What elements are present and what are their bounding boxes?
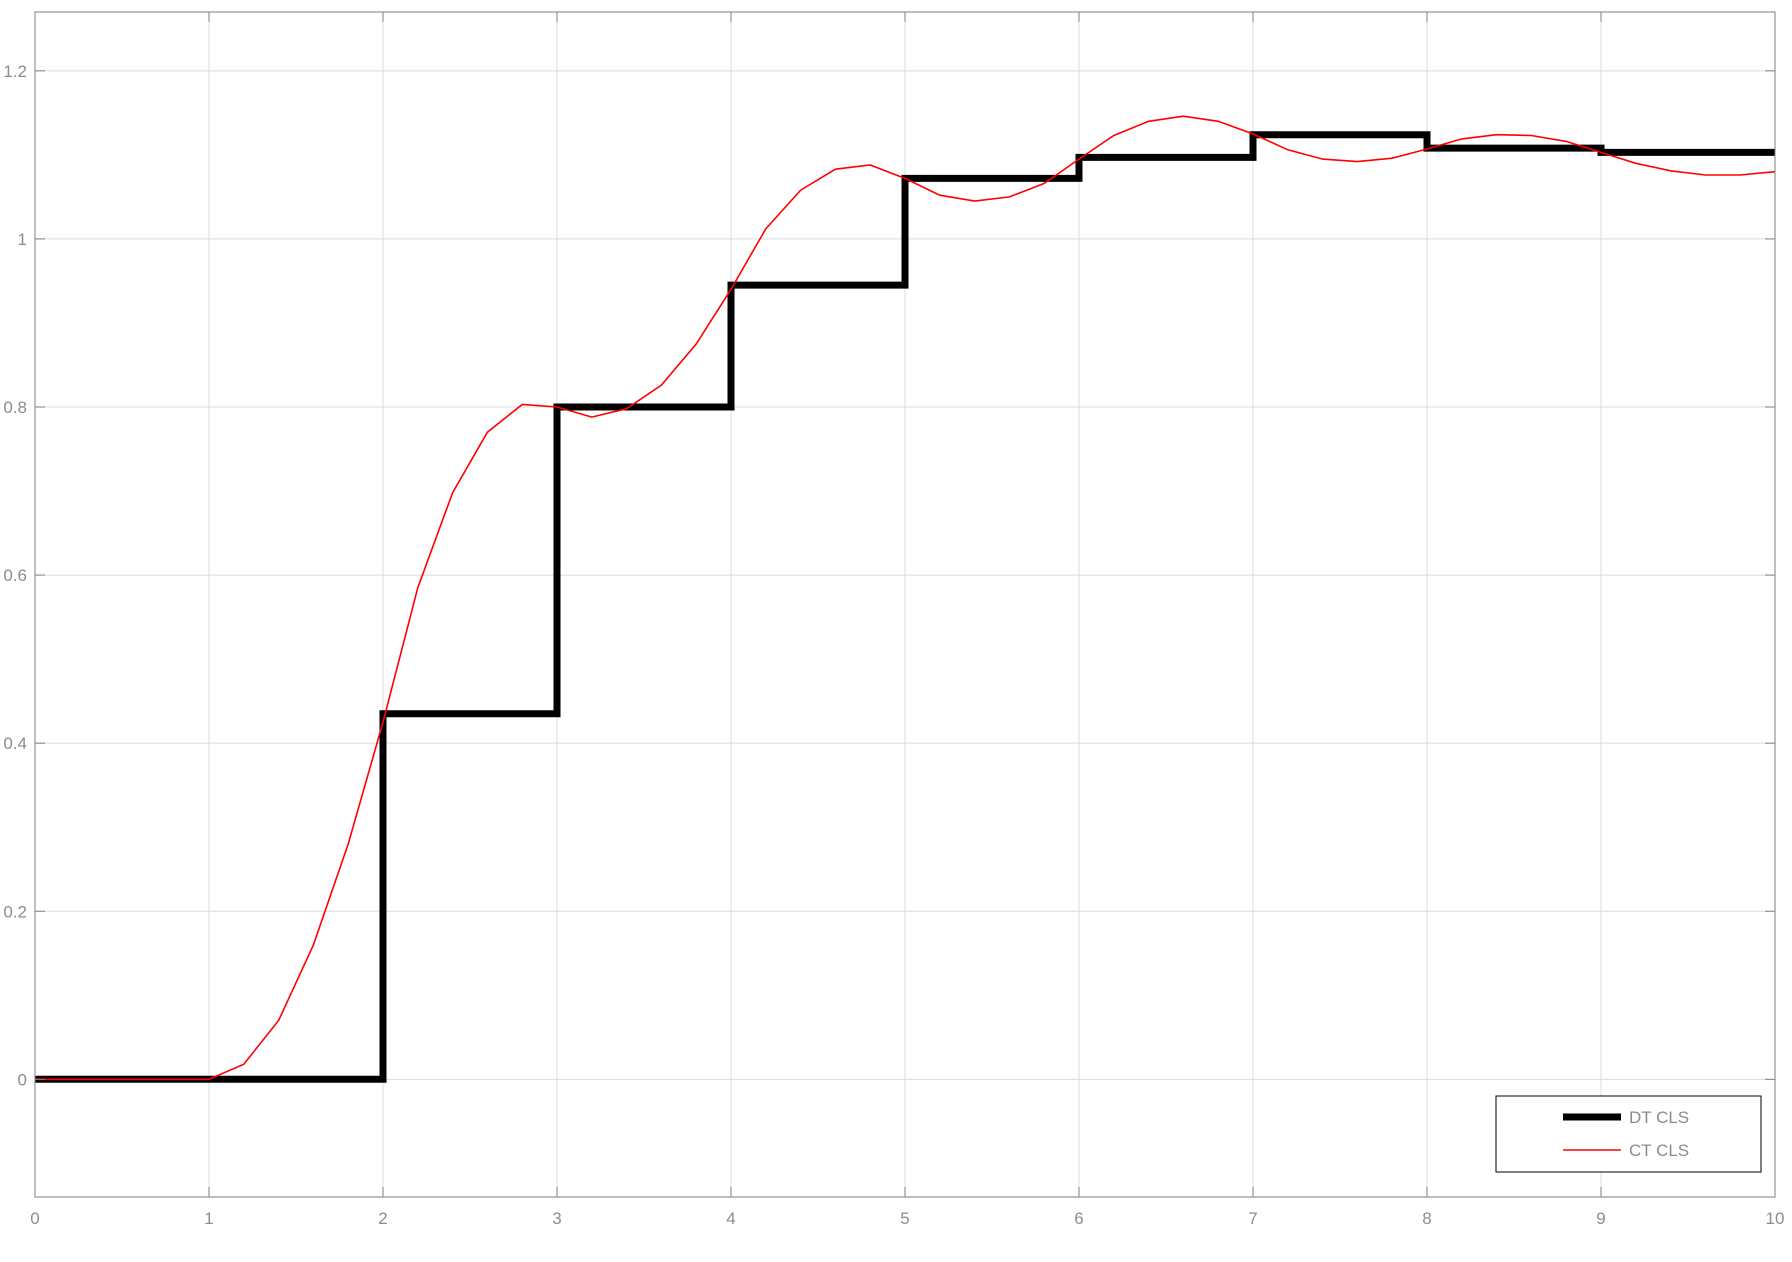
y-tick-label: 0.6 — [3, 566, 27, 585]
x-tick-label: 9 — [1596, 1209, 1605, 1228]
x-tick-label: 3 — [552, 1209, 561, 1228]
y-axis-ticks: 0 0.2 0.4 0.6 0.8 1 1.2 — [3, 62, 1775, 1089]
legend-label-dt-cls: DT CLS — [1629, 1108, 1689, 1127]
x-tick-label: 7 — [1248, 1209, 1257, 1228]
y-tick-label: 1 — [18, 230, 27, 249]
y-tick-label: 0.2 — [3, 902, 27, 921]
x-tick-label: 5 — [900, 1209, 909, 1228]
x-tick-label: 0 — [30, 1209, 39, 1228]
legend-box — [1495, 1095, 1762, 1173]
legend-label-ct-cls: CT CLS — [1629, 1141, 1689, 1160]
x-tick-label: 6 — [1074, 1209, 1083, 1228]
y-tick-label: 0 — [18, 1070, 27, 1089]
x-tick-label: 4 — [726, 1209, 735, 1228]
y-tick-label: 0.8 — [3, 398, 27, 417]
legend: DT CLS CT CLS — [1495, 1095, 1762, 1173]
series-line-ct-cls — [35, 115, 1776, 1081]
y-tick-label: 0.4 — [3, 734, 27, 753]
x-tick-label: 2 — [378, 1209, 387, 1228]
x-axis-ticks: 0 1 2 3 4 5 6 7 8 9 10 — [30, 12, 1784, 1228]
series-layer — [35, 115, 1776, 1083]
y-tick-label: 1.2 — [3, 62, 27, 81]
x-tick-label: 10 — [1766, 1209, 1785, 1228]
x-tick-label: 1 — [204, 1209, 213, 1228]
x-tick-label: 8 — [1422, 1209, 1431, 1228]
